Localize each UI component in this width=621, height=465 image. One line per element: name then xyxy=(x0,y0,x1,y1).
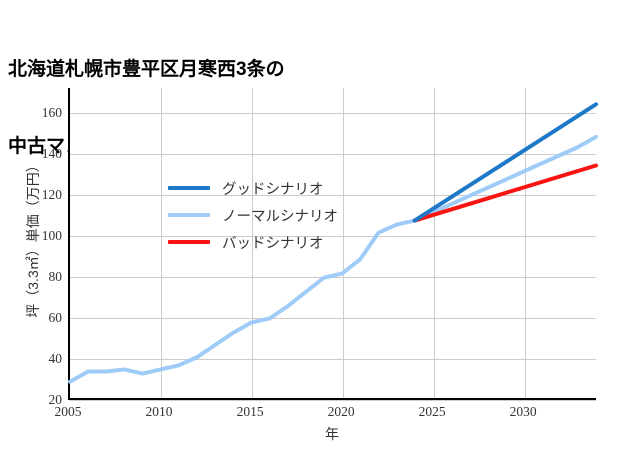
gridline-horizontal xyxy=(70,400,596,401)
plot-area: グッドシナリオ ノーマルシナリオ バッドシナリオ xyxy=(68,88,598,401)
y-tick-label: 40 xyxy=(48,350,63,366)
legend-swatch-icon xyxy=(168,213,210,217)
x-tick-label: 2010 xyxy=(145,404,173,419)
x-tick-label: 2015 xyxy=(236,404,264,419)
legend-item[interactable]: ノーマルシナリオ xyxy=(168,205,338,225)
series-line-good xyxy=(412,102,598,223)
title-line-1: 北海道札幌市豊平区月寒西3条の xyxy=(8,59,285,81)
legend: グッドシナリオ ノーマルシナリオ バッドシナリオ xyxy=(168,178,338,252)
series-layer xyxy=(68,102,598,384)
x-tick-label: 2030 xyxy=(509,404,537,419)
series-line-bad xyxy=(412,163,598,223)
legend-item[interactable]: バッドシナリオ xyxy=(168,232,338,252)
legend-item[interactable]: グッドシナリオ xyxy=(168,178,338,198)
y-tick-label: 100 xyxy=(41,227,62,243)
series-line-normal xyxy=(68,134,598,384)
x-axis-ticks: 2005 2010 2015 2020 2025 2030 xyxy=(55,404,596,424)
legend-label: バッドシナリオ xyxy=(222,235,324,252)
x-tick-label: 2020 xyxy=(327,404,355,419)
y-tick-label: 60 xyxy=(48,309,63,325)
legend-label: ノーマルシナリオ xyxy=(222,208,338,225)
legend-label: グッドシナリオ xyxy=(222,181,324,198)
y-tick-label: 160 xyxy=(41,104,62,120)
x-tick-label: 2025 xyxy=(418,404,446,419)
x-tick-label: 2005 xyxy=(54,404,82,419)
y-tick-label: 80 xyxy=(48,268,63,284)
y-tick-label: 140 xyxy=(41,145,62,161)
legend-swatch-icon xyxy=(168,240,210,244)
y-axis-title: 坪（3.3㎡）単価（万円） xyxy=(25,158,41,318)
legend-swatch-icon xyxy=(168,186,210,190)
y-tick-label: 120 xyxy=(41,186,62,202)
y-axis-ticks: 160 140 120 100 80 60 40 20 xyxy=(0,88,63,407)
x-axis-title: 年 xyxy=(325,426,339,442)
y-tick-label: 20 xyxy=(48,392,63,407)
